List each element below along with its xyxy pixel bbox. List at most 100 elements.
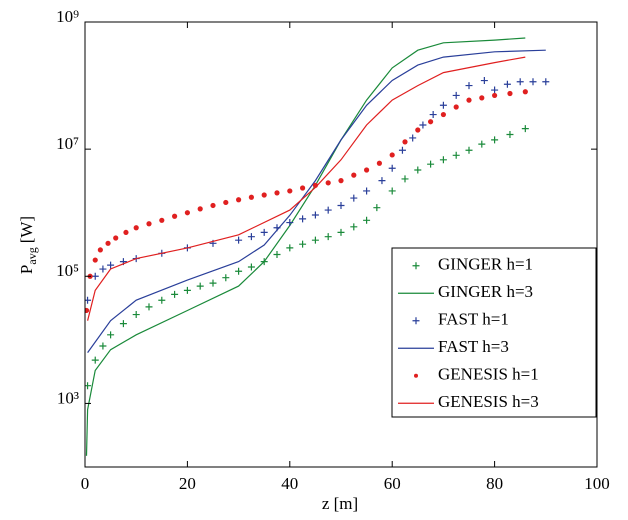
series-marker: [91, 272, 99, 280]
series-marker: [338, 178, 344, 184]
legend-label: GINGER h=3: [438, 282, 533, 301]
legend-label: FAST h=3: [438, 337, 509, 356]
series-marker: [337, 201, 345, 209]
series-marker: [113, 235, 119, 241]
series-marker: [287, 188, 293, 194]
series-marker: [388, 187, 396, 195]
series-marker: [363, 187, 371, 195]
y-tick-label: 10⁵: [56, 261, 79, 280]
series-marker: [350, 223, 358, 231]
y-label-unit: [W]: [17, 216, 36, 243]
y-axis-label: Pavg [W]: [17, 216, 39, 274]
x-tick-label: 40: [281, 474, 298, 493]
series-marker: [439, 156, 447, 164]
series-marker: [197, 206, 203, 212]
x-tick-label: 100: [584, 474, 610, 493]
series-marker: [300, 185, 306, 191]
series-marker: [99, 265, 107, 273]
series-marker: [507, 90, 513, 97]
series-marker: [388, 164, 396, 172]
series-marker: [105, 240, 111, 246]
series-marker: [223, 199, 229, 206]
series-marker: [440, 111, 446, 118]
series-marker: [325, 180, 331, 186]
series-marker: [311, 236, 319, 244]
series-marker: [479, 95, 485, 101]
x-tick-label: 20: [179, 474, 196, 493]
series-marker: [542, 78, 550, 86]
legend-label: GINGER h=1: [438, 255, 533, 274]
series-line: [87, 56, 526, 321]
axes-frame: [84, 21, 598, 468]
series-marker: [146, 221, 152, 227]
series-marker: [85, 307, 90, 314]
series-marker: [235, 267, 243, 275]
y-label-main: P: [17, 265, 36, 274]
x-axis-label: z [m]: [322, 494, 358, 513]
series-marker: [119, 320, 127, 328]
series-marker: [286, 219, 294, 227]
legend-label: GENESIS h=1: [438, 365, 539, 384]
y-label-sub: avg: [25, 247, 39, 264]
series-marker: [466, 97, 472, 103]
series-marker: [91, 356, 99, 364]
series-marker: [465, 146, 473, 154]
series-marker: [398, 146, 406, 154]
y-tick-label: 10⁹: [56, 7, 79, 26]
series-marker: [286, 244, 294, 252]
series-marker: [107, 331, 115, 339]
series-marker: [427, 160, 435, 168]
series-marker: [452, 151, 460, 159]
series-marker: [351, 172, 357, 178]
series-marker: [373, 204, 381, 212]
series-marker: [247, 263, 255, 271]
series-marker: [492, 92, 498, 99]
x-tick-label: 60: [384, 474, 401, 493]
series-marker: [172, 213, 178, 219]
series-marker: [235, 236, 243, 244]
series-marker: [159, 217, 165, 223]
series-marker: [378, 177, 386, 185]
series-marker: [419, 121, 427, 129]
series-marker: [521, 125, 529, 133]
series-marker: [99, 342, 107, 350]
x-tick-label: 80: [486, 474, 503, 493]
series-marker: [506, 130, 514, 138]
series-marker: [145, 303, 153, 311]
series-marker: [402, 139, 408, 145]
series-marker: [522, 89, 528, 95]
series-marker: [529, 78, 537, 86]
series-marker: [209, 279, 217, 287]
series-marker: [363, 216, 371, 224]
series-marker: [478, 140, 486, 148]
series-marker: [376, 160, 382, 166]
series-marker: [248, 194, 254, 200]
legend-label: GENESIS h=3: [438, 392, 539, 411]
series-line: [87, 49, 546, 353]
legend-label: FAST h=1: [438, 310, 509, 329]
legend-box: [391, 247, 597, 418]
series-marker: [389, 152, 395, 158]
series-marker: [415, 127, 421, 133]
series-marker: [133, 225, 139, 231]
series-marker: [439, 101, 447, 109]
series-marker: [222, 274, 230, 282]
series-marker: [452, 91, 460, 99]
series-marker: [364, 167, 370, 173]
series-marker: [247, 233, 255, 241]
series-marker: [409, 134, 417, 142]
series-marker: [273, 251, 281, 259]
series-marker: [236, 197, 242, 203]
series-marker: [414, 166, 422, 174]
legend-swatch: [412, 317, 420, 325]
legend-swatch: [414, 373, 418, 378]
series-marker: [299, 240, 307, 248]
series-marker: [428, 119, 434, 125]
series-marker: [453, 104, 459, 110]
series-marker: [184, 210, 190, 216]
series-marker: [260, 228, 268, 236]
x-tick-label: 0: [81, 474, 90, 493]
legend-swatch: [412, 262, 420, 270]
series-marker: [401, 175, 409, 183]
series-marker: [92, 257, 98, 263]
